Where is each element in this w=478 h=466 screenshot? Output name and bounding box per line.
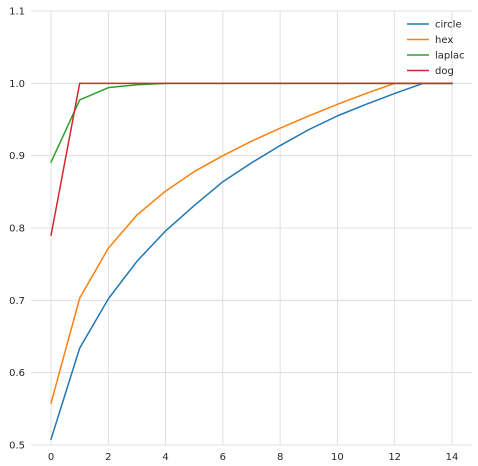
x-tick-label: 8	[277, 452, 283, 463]
series-line-hex	[50, 82, 453, 404]
x-tick-label: 10	[331, 452, 344, 463]
y-tick-label: 0.7	[9, 296, 25, 307]
legend-label-circle: circle	[435, 20, 462, 31]
series-layer	[50, 82, 453, 441]
legend-label-laplac: laplac	[435, 51, 465, 62]
x-tick-label: 14	[446, 452, 459, 463]
legend-label-dog: dog	[435, 66, 454, 77]
y-tick-label: 0.9	[9, 151, 25, 162]
series-line-circle	[50, 82, 453, 441]
y-tick-label: 1.0	[9, 79, 25, 90]
y-tick-label: 1.1	[9, 7, 25, 18]
x-tick-label: 6	[220, 452, 226, 463]
legend: circle hex laplac dog	[407, 20, 465, 77]
x-tick-label: 12	[388, 452, 401, 463]
y-tick-label: 0.6	[9, 368, 25, 379]
y-tick-label: 0.8	[9, 224, 25, 235]
axis-layer: 0 2 4 6 8 10 12 14 0.5 0.6 0.7 0.8 0.9 1.0 1.1	[9, 7, 458, 464]
y-tick-label: 0.5	[9, 441, 25, 452]
series-line-dog	[50, 82, 453, 237]
x-tick-label: 2	[105, 452, 111, 463]
x-tick-label: 0	[48, 452, 54, 463]
x-tick-label: 4	[162, 452, 168, 463]
legend-label-hex: hex	[435, 35, 453, 46]
